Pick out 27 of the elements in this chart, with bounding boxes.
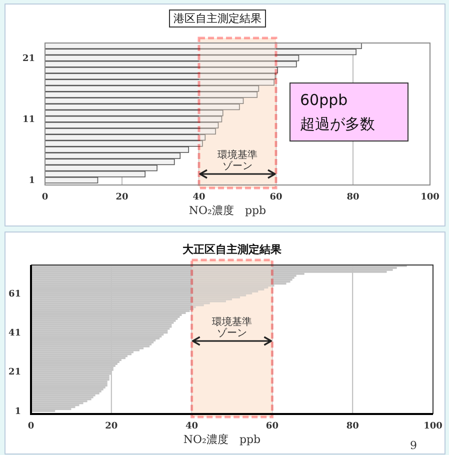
x-tick-label: 0: [28, 421, 34, 432]
x-tick-label: 60: [270, 192, 282, 202]
x-tick-label: 60: [266, 421, 278, 432]
y-tick-label: 41: [8, 328, 21, 338]
y-tick-label: 1: [28, 176, 35, 186]
text: 9: [410, 439, 417, 452]
annotation: 60ppb 超過が多数: [300, 91, 375, 133]
x-tick-label: 80: [346, 192, 360, 202]
x-tick-label: 20: [105, 421, 118, 432]
x-tick-label: 20: [116, 192, 128, 202]
x-axis-title: NO₂濃度 ppb: [183, 433, 261, 446]
x-tick-label: 40: [192, 192, 206, 202]
chart-title: 港区自主測定結果: [174, 12, 262, 25]
band-label: 環境基準ゾーン: [218, 149, 258, 172]
x-tick-label: 100: [424, 421, 442, 432]
y-tick-label: 21: [22, 54, 35, 64]
y-tick-label: 11: [22, 114, 35, 125]
y-tick-label: 1: [14, 406, 21, 417]
x-tick-label: 100: [420, 192, 440, 202]
x-tick-label: 0: [42, 192, 48, 202]
x-tick-label: 80: [346, 421, 359, 432]
chart-title: 大正区自主測定結果: [182, 243, 282, 256]
x-axis-title: NO₂濃度 ppb: [188, 204, 266, 217]
x-tick-label: 40: [186, 421, 198, 432]
y-tick-label: 21: [8, 368, 21, 378]
y-tick-label: 61: [8, 289, 21, 300]
band-label: 環境基準ゾーン: [212, 316, 252, 339]
